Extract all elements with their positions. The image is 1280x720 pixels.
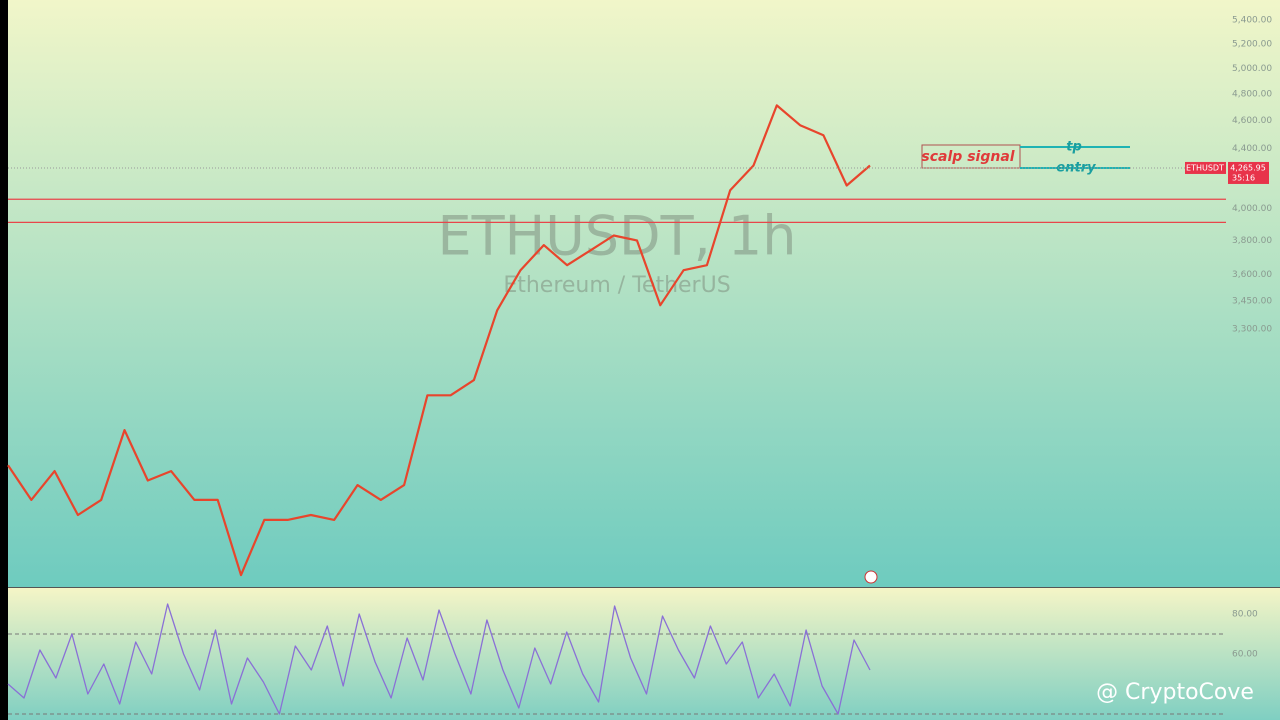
y-tick-label: 4,000.00	[1232, 204, 1272, 214]
y-tick-label: 3,800.00	[1232, 236, 1272, 246]
y-tick-label: 80.00	[1232, 610, 1258, 620]
symbol-tag-label: ETHUSDT	[1186, 163, 1224, 172]
y-tick-label: 3,300.00	[1232, 324, 1272, 334]
price-tag-label: 4,265.95	[1230, 163, 1266, 172]
y-tick-label: 4,600.00	[1232, 116, 1272, 126]
series-line	[7, 104, 871, 577]
countdown-label: 35:16	[1232, 173, 1255, 182]
y-tick-label: 5,400.00	[1232, 16, 1272, 26]
price-pane	[8, 0, 1280, 587]
y-tick-label: 3,450.00	[1232, 297, 1272, 307]
y-tick-label: 4,400.00	[1232, 144, 1272, 154]
y-tick-label: 4,800.00	[1232, 90, 1272, 100]
y-tick-label: 5,000.00	[1232, 64, 1272, 74]
price-tag	[1228, 161, 1269, 184]
series-line	[7, 603, 871, 715]
tp-label: tp	[1066, 140, 1082, 155]
y-tick-label: 3,600.00	[1232, 270, 1272, 280]
watermark: @ CryptoCove	[1096, 680, 1254, 705]
symbol-tag	[1185, 161, 1226, 174]
watermark-subtitle: Ethereum / TetherUS	[503, 273, 730, 298]
y-tick-label: 60.00	[1232, 650, 1258, 660]
signal-label: scalp signal	[921, 149, 1014, 165]
y-tick-label: 5,200.00	[1232, 39, 1272, 49]
rsi-pane	[8, 588, 1280, 720]
alert-icon[interactable]	[864, 570, 878, 584]
